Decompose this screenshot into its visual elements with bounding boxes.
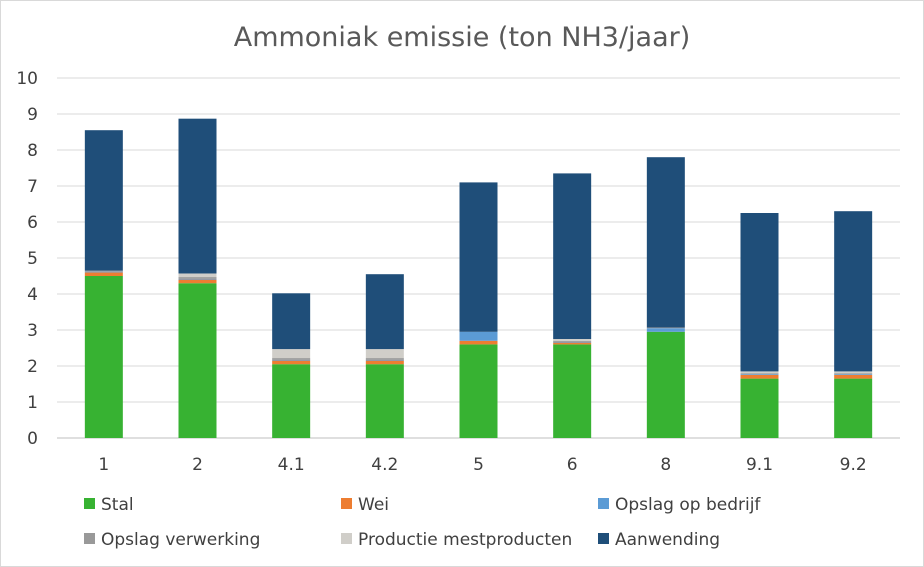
legend-swatch xyxy=(341,498,352,509)
bar-segment xyxy=(272,349,311,359)
y-tick-label: 6 xyxy=(27,213,38,233)
bar-segment xyxy=(459,331,498,341)
y-tick-label: 3 xyxy=(27,321,38,341)
bar-segment xyxy=(459,344,498,438)
legend-swatch xyxy=(598,498,609,509)
bar-segment xyxy=(178,279,217,284)
bar-segment xyxy=(553,342,592,345)
legend-swatch xyxy=(341,533,352,544)
chart-title: Ammoniak emissie (ton NH3/jaar) xyxy=(234,22,691,53)
bar-segment xyxy=(553,173,592,339)
legend-swatch xyxy=(84,533,95,544)
legend-label: Aanwending xyxy=(615,530,720,550)
bar-segment xyxy=(178,273,217,278)
bar-segment xyxy=(646,328,685,332)
bar-segment xyxy=(553,339,592,341)
bar-segment xyxy=(553,344,592,438)
bar-segment xyxy=(646,331,685,438)
bar-segment xyxy=(178,277,217,279)
bar-segment xyxy=(272,359,311,361)
legend-label: Stal xyxy=(101,495,134,515)
bar-segment xyxy=(84,270,123,272)
bar-segment xyxy=(740,373,779,375)
legend-label: Wei xyxy=(358,495,389,515)
bars xyxy=(84,118,873,438)
bar-segment xyxy=(84,271,123,273)
x-axis-ticks: 1 2 4.1 4.2 5 6 8 9.1 9.2 xyxy=(98,455,866,475)
bar-segment xyxy=(365,360,404,365)
bar-segment xyxy=(365,358,404,360)
bar-segment xyxy=(834,211,873,372)
y-tick-label: 4 xyxy=(27,285,38,305)
legend-label: Productie mestproducten xyxy=(358,530,572,550)
y-tick-label: 1 xyxy=(27,393,38,413)
bar-segment xyxy=(740,213,779,372)
legend-swatch xyxy=(598,533,609,544)
bar-segment xyxy=(834,371,873,374)
legend-label: Opslag op bedrijf xyxy=(615,495,761,515)
bar-segment xyxy=(834,374,873,375)
x-tick-label: 8 xyxy=(660,455,671,475)
y-tick-label: 9 xyxy=(27,105,38,125)
bar-segment xyxy=(178,118,217,274)
bar-segment xyxy=(459,182,498,332)
bar-segment xyxy=(646,327,685,329)
bar-segment xyxy=(646,157,685,328)
y-tick-label: 8 xyxy=(27,141,38,161)
legend-label: Opslag verwerking xyxy=(101,530,260,550)
bar-segment xyxy=(365,274,404,350)
bar-segment xyxy=(272,360,311,365)
y-tick-label: 10 xyxy=(16,69,38,89)
x-tick-label: 9.1 xyxy=(746,455,773,475)
x-tick-label: 4.1 xyxy=(278,455,305,475)
y-axis-ticks: 0 1 2 3 4 5 6 7 8 9 10 xyxy=(16,69,38,449)
bar-segment xyxy=(178,283,217,438)
x-tick-label: 6 xyxy=(567,455,578,475)
bar-segment xyxy=(178,278,217,280)
bar-segment xyxy=(740,371,779,374)
bar-segment xyxy=(553,341,592,343)
y-tick-label: 7 xyxy=(27,177,38,197)
y-tick-label: 2 xyxy=(27,357,38,377)
bar-segment xyxy=(272,364,311,438)
bar-segment xyxy=(365,349,404,359)
y-tick-label: 5 xyxy=(27,249,38,269)
bar-segment xyxy=(834,378,873,438)
y-tick-label: 0 xyxy=(27,429,38,449)
bar-segment xyxy=(553,340,592,342)
x-tick-label: 5 xyxy=(473,455,484,475)
x-tick-label: 1 xyxy=(98,455,109,475)
bar-segment xyxy=(834,373,873,375)
bar-segment xyxy=(740,374,779,375)
x-tick-label: 2 xyxy=(192,455,203,475)
bar-segment xyxy=(740,378,779,438)
bar-segment xyxy=(272,293,311,350)
legend: Stal Wei Opslag op bedrijf Opslag verwerkin… xyxy=(84,495,761,550)
x-tick-label: 9.2 xyxy=(840,455,867,475)
bar-segment xyxy=(365,364,404,438)
x-tick-label: 4.2 xyxy=(371,455,398,475)
bar-segment xyxy=(459,340,498,345)
bar-segment xyxy=(84,272,123,276)
bar-segment xyxy=(272,358,311,360)
bar-segment xyxy=(834,375,873,379)
bar-segment xyxy=(740,375,779,379)
bar-segment xyxy=(84,130,123,271)
legend-swatch xyxy=(84,498,95,509)
bar-segment xyxy=(365,359,404,361)
bar-segment xyxy=(84,276,123,438)
